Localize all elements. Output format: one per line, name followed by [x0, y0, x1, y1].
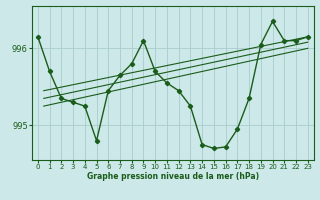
X-axis label: Graphe pression niveau de la mer (hPa): Graphe pression niveau de la mer (hPa) [87, 172, 259, 181]
